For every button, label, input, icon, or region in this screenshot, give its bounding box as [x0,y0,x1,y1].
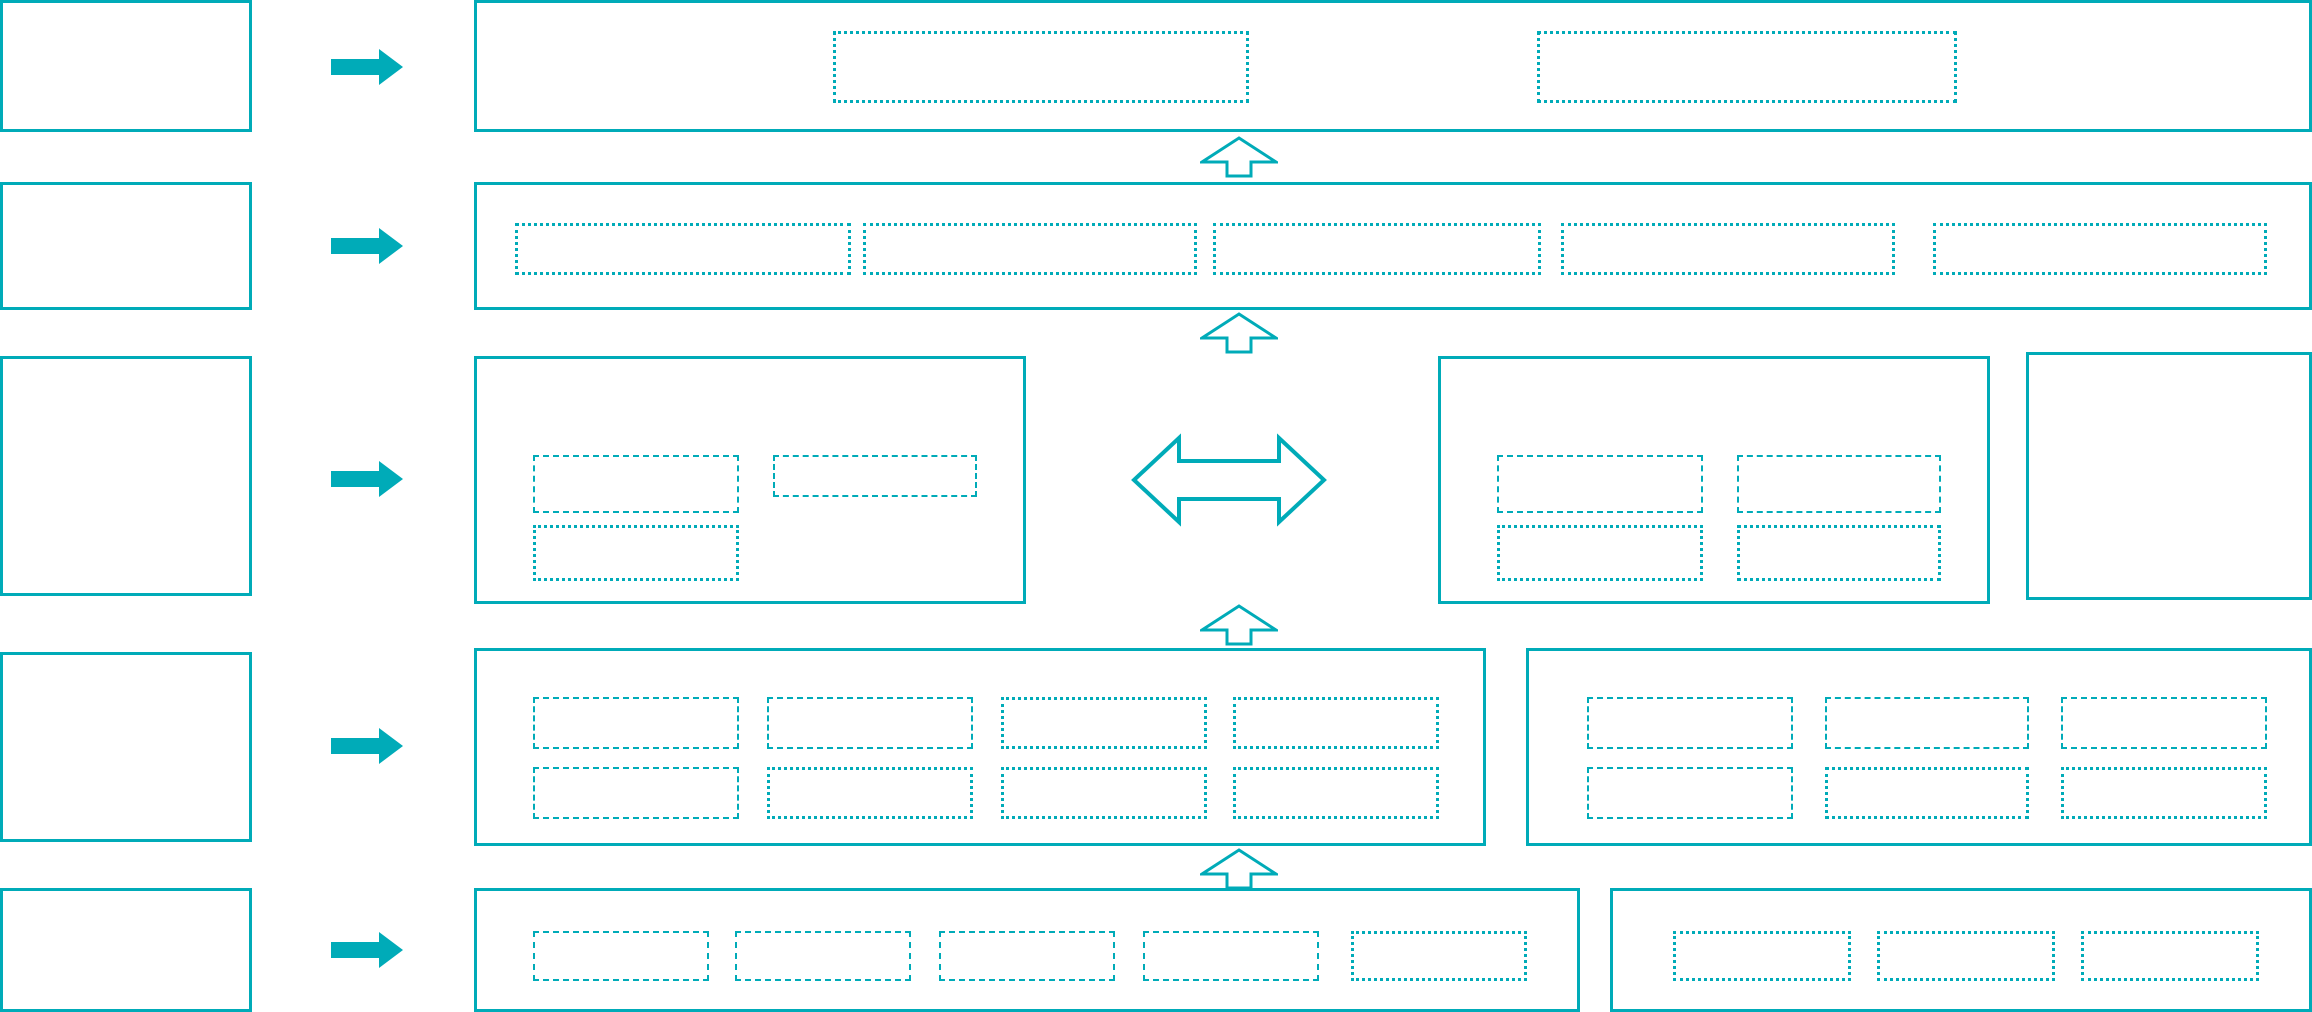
up-arrow-icon-2 [1200,312,1278,354]
layer-4-panel-2-item-r2c2[interactable] [1825,767,2029,819]
layer-label-box-2[interactable] [0,182,252,310]
layer-3-panel-2-item-2[interactable] [1737,455,1941,513]
layer-4-panel-2-item-r2c3[interactable] [2061,767,2267,819]
layer-3-panel-1-item-3[interactable] [533,525,739,581]
layer-3-panel-3[interactable] [2026,352,2312,600]
layer-5-panel-1-item-4[interactable] [1143,931,1319,981]
layer-3-panel-2-item-3[interactable] [1497,525,1703,581]
layer-1-item-2[interactable] [1537,31,1957,103]
layer-1-item-1[interactable] [833,31,1249,103]
layer-4-panel-2-item-r1c1[interactable] [1587,697,1793,749]
flow-arrow-right-icon-3 [331,461,403,497]
up-arrow-icon-3 [1200,604,1278,646]
layer-label-box-3[interactable] [0,356,252,596]
layer-label-box-5[interactable] [0,888,252,1012]
layer-label-box-4[interactable] [0,652,252,842]
layer-4-panel-1-item-r2c1[interactable] [533,767,739,819]
layer-2-panel-1[interactable] [474,182,2312,310]
layer-3-panel-1-item-2[interactable] [773,455,977,497]
layer-3-panel-2-item-1[interactable] [1497,455,1703,513]
layer-5-panel-1-item-5[interactable] [1351,931,1527,981]
flow-arrow-right-icon-4 [331,728,403,764]
layer-3-panel-1[interactable] [474,356,1026,604]
layer-5-panel-2-item-1[interactable] [1673,931,1851,981]
layer-5-panel-2-item-3[interactable] [2081,931,2259,981]
layer-4-panel-1[interactable] [474,648,1486,846]
layer-5-panel-1-item-1[interactable] [533,931,709,981]
layer-1-panel-1[interactable] [474,0,2312,132]
layer-2-item-4[interactable] [1561,223,1895,275]
layer-5-panel-2-item-2[interactable] [1877,931,2055,981]
layer-3-panel-2[interactable] [1438,356,1990,604]
layer-2-item-3[interactable] [1213,223,1541,275]
flow-arrow-right-icon-2 [331,228,403,264]
flow-arrow-right-icon-1 [331,49,403,85]
flow-arrow-right-icon-5 [331,932,403,968]
layer-2-item-5[interactable] [1933,223,2267,275]
layer-4-panel-1-item-r1c3[interactable] [1001,697,1207,749]
layer-4-panel-1-item-r2c4[interactable] [1233,767,1439,819]
layer-3-panel-1-item-1[interactable] [533,455,739,513]
layer-4-panel-1-item-r1c4[interactable] [1233,697,1439,749]
layer-label-box-1[interactable] [0,0,252,132]
layer-3-panel-2-item-4[interactable] [1737,525,1941,581]
layer-4-panel-1-item-r1c2[interactable] [767,697,973,749]
layer-4-panel-2-item-r2c1[interactable] [1587,767,1793,819]
layer-5-panel-1[interactable] [474,888,1580,1012]
up-arrow-icon-4 [1200,848,1278,890]
layer-5-panel-2[interactable] [1610,888,2312,1012]
layer-4-panel-2-item-r1c2[interactable] [1825,697,2029,749]
layer-2-item-1[interactable] [515,223,851,275]
layer-4-panel-1-item-r2c2[interactable] [767,767,973,819]
layer-4-panel-1-item-r1c1[interactable] [533,697,739,749]
bi-directional-arrow-icon [1131,431,1327,529]
layer-4-panel-2-item-r1c3[interactable] [2061,697,2267,749]
up-arrow-icon-1 [1200,136,1278,178]
layer-2-item-2[interactable] [863,223,1197,275]
layer-4-panel-2[interactable] [1526,648,2312,846]
layer-5-panel-1-item-3[interactable] [939,931,1115,981]
layer-5-panel-1-item-2[interactable] [735,931,911,981]
layer-4-panel-1-item-r2c3[interactable] [1001,767,1207,819]
